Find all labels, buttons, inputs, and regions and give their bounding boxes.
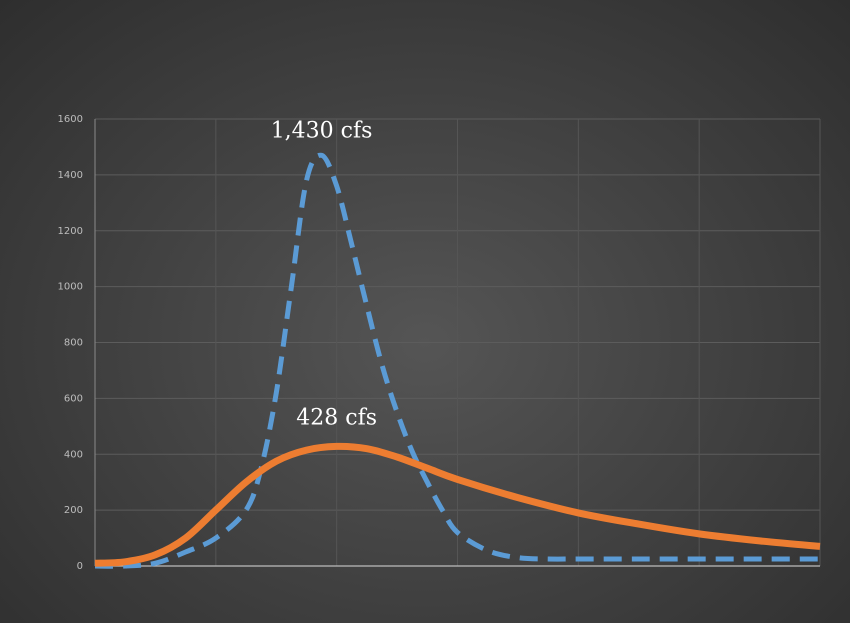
grid xyxy=(95,118,821,566)
series-line-dashed xyxy=(94,152,820,569)
y-tick-label: 1600 xyxy=(58,114,83,125)
y-tick-labels: 0 200 400 600 800 1000 1200 1400 1600 xyxy=(58,114,83,572)
peak-annotation: 428 cfs xyxy=(296,405,377,430)
series-line-solid xyxy=(94,442,821,567)
y-tick-label: 1000 xyxy=(58,282,83,293)
series xyxy=(94,152,821,569)
peak-annotation: 1,430 cfs xyxy=(271,118,373,143)
y-tick-label: 0 xyxy=(77,561,83,572)
y-tick-label: 600 xyxy=(64,393,83,404)
y-tick-label: 200 xyxy=(64,505,83,516)
y-tick-label: 1400 xyxy=(58,170,83,181)
y-tick-label: 800 xyxy=(64,338,83,349)
y-tick-label: 1200 xyxy=(58,226,83,237)
annotations: 1,430 cfs 428 cfs xyxy=(271,118,377,430)
y-tick-label: 400 xyxy=(64,449,83,460)
axes xyxy=(94,119,820,567)
